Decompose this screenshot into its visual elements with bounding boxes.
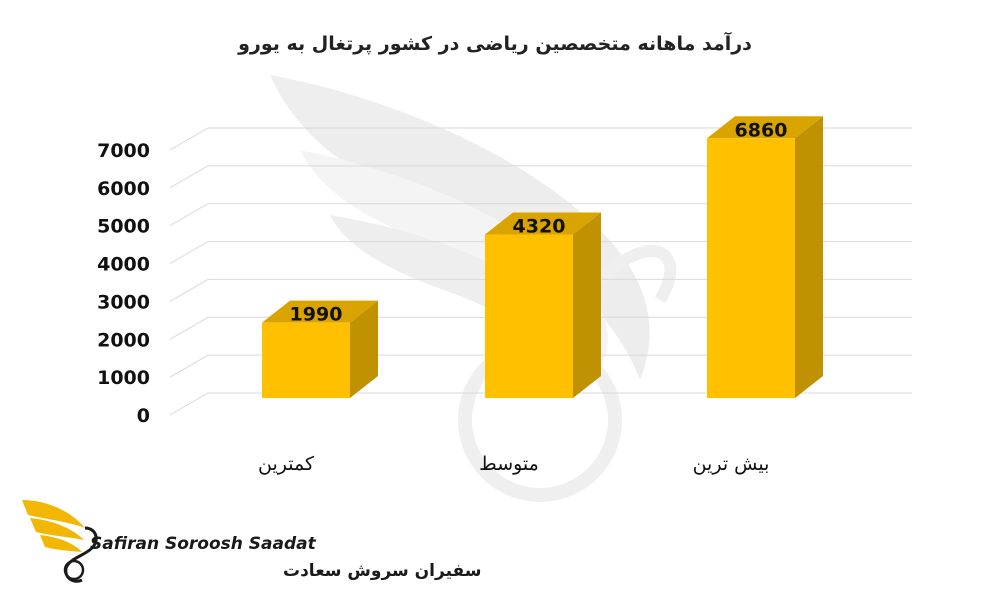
gridlines [169,127,912,416]
wing-watermark-icon [270,75,677,502]
y-tick-label: 1000 [97,367,150,389]
gridline [169,392,912,416]
bar [485,212,601,398]
y-tick-label: 6000 [97,178,150,200]
gridline [169,354,912,378]
bars [262,116,823,399]
bar-side [795,116,823,399]
category-label: بیش ترین [693,453,770,475]
data-label: 6860 [735,119,788,141]
data-label: 1990 [290,304,343,326]
data-label: 4320 [513,215,566,237]
logo-name-fa: سفیران سروش سعادت [283,561,481,581]
bar-side [350,300,378,398]
bar [707,116,823,399]
company-logo: Safiran Soroosh Saadat سفیران سروش سعادت [22,500,481,583]
category-label: متوسط [479,453,539,475]
bar-front [485,234,573,398]
gridline [169,241,912,265]
gridline [169,165,912,189]
bar-top [485,212,601,235]
y-tick-label: 7000 [97,140,150,162]
bar-top [707,116,823,139]
bar-front [707,138,795,399]
y-tick-label: 4000 [97,254,150,276]
bar-front [262,322,350,398]
y-tick-label: 0 [137,405,150,427]
category-label: کمترین [258,453,315,475]
data-labels: 1990 4320 6860 [290,119,788,325]
logo-name-en: Safiran Soroosh Saadat [90,534,317,554]
golden-wing-logo-icon [22,500,98,583]
y-tick-label: 2000 [97,329,150,351]
gridline [169,316,912,340]
category-labels: کمترین متوسط بیش ترین [258,453,769,475]
gridline [169,278,912,302]
y-tick-label: 3000 [97,291,150,313]
bar-side [573,212,601,398]
y-axis-ticks: 0 1000 2000 3000 4000 5000 6000 7000 [97,140,150,427]
chart-title: درآمد ماهانه متخصصین ریاضی در کشور پرتغا… [237,31,752,55]
y-tick-label: 5000 [97,216,150,238]
bar [262,300,378,398]
gridline [169,127,912,151]
gridline [169,203,912,227]
bar-top [262,300,378,323]
